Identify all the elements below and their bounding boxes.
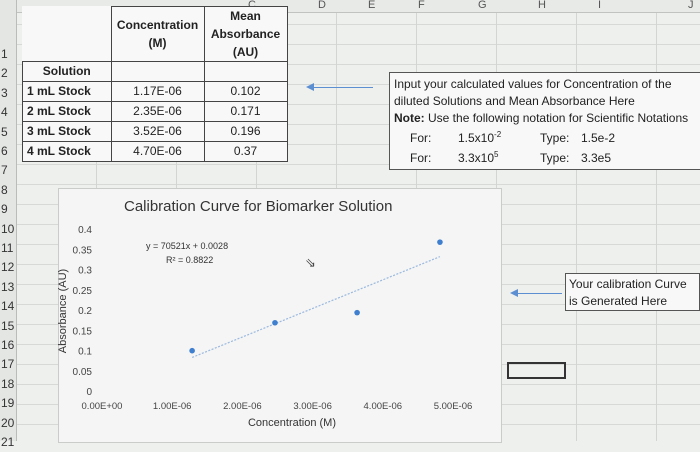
- row-number[interactable]: 10: [1, 221, 15, 236]
- concentration-cell[interactable]: 1.17E-06: [110, 81, 205, 102]
- instruction-line-2: diluted Solutions and Mean Absorbance He…: [394, 94, 635, 108]
- solution-cell[interactable]: 2 mL Stock: [22, 101, 112, 122]
- for-label-2: For:: [410, 151, 432, 165]
- chart-title[interactable]: Calibration Curve for Biomarker Solution: [124, 198, 393, 215]
- row-header-bar[interactable]: [0, 0, 17, 441]
- header-absorbance[interactable]: Mean Absorbance (AU): [203, 6, 288, 62]
- column-header[interactable]: F: [418, 0, 425, 11]
- row-number[interactable]: 15: [1, 318, 15, 333]
- absorbance-cell[interactable]: 0.37: [203, 141, 288, 162]
- data-table: Concentration (M) Mean Absorbance (AU) S…: [22, 6, 288, 162]
- arrow-line: [517, 293, 562, 294]
- solution-cell[interactable]: 1 mL Stock: [22, 81, 112, 102]
- column-header[interactable]: E: [368, 0, 376, 11]
- instructions-box[interactable]: Input your calculated values for Concent…: [389, 72, 700, 170]
- column-header[interactable]: G: [478, 0, 487, 11]
- for-label-1: For:: [410, 131, 432, 145]
- selected-cell[interactable]: [507, 362, 566, 379]
- arrow-line: [313, 87, 373, 88]
- example-2-type: 3.3e5: [581, 151, 612, 165]
- example-2-notation: 3.3x105: [458, 150, 499, 165]
- row-number[interactable]: 1: [1, 47, 8, 61]
- row-number[interactable]: 5: [1, 124, 8, 139]
- header-concentration[interactable]: Concentration (M): [110, 6, 205, 62]
- note-label: Note:: [394, 111, 425, 125]
- row-number[interactable]: 21: [1, 435, 15, 449]
- solution-cell[interactable]: 3 mL Stock: [22, 121, 112, 142]
- header-cell-gap: [110, 61, 205, 82]
- arrow-left-icon: [306, 83, 314, 91]
- table-row: 2 mL Stock 2.35E-06 0.171: [22, 101, 288, 122]
- table-row: 3 mL Stock 3.52E-06 0.196: [22, 121, 288, 142]
- column-header[interactable]: C: [248, 0, 256, 11]
- column-header[interactable]: J: [688, 0, 694, 11]
- row-number[interactable]: 11: [1, 241, 14, 255]
- row-number[interactable]: 6: [1, 144, 8, 158]
- table-label-row: Solution: [22, 61, 288, 82]
- row-number[interactable]: 20: [1, 415, 15, 430]
- example-1-notation: 1.5x10-2: [458, 130, 502, 145]
- row-number[interactable]: 17: [1, 357, 15, 372]
- concentration-cell[interactable]: 3.52E-06: [110, 121, 205, 142]
- solution-cell[interactable]: 4 mL Stock: [22, 141, 112, 162]
- row-number[interactable]: 3: [1, 85, 8, 100]
- row-number[interactable]: 14: [1, 299, 15, 314]
- table-row: 4 mL Stock 4.70E-06 0.37: [22, 141, 288, 162]
- header-cell-gap: [203, 61, 288, 82]
- row-number[interactable]: 16: [1, 338, 15, 352]
- row-number[interactable]: 4: [1, 105, 8, 120]
- concentration-cell[interactable]: 4.70E-06: [110, 141, 205, 162]
- instruction-line-1: Input your calculated values for Concent…: [394, 77, 672, 91]
- row-number[interactable]: 9: [1, 202, 8, 217]
- header-blank: [23, 7, 112, 62]
- absorbance-cell[interactable]: 0.171: [203, 101, 288, 122]
- row-number[interactable]: 8: [1, 182, 8, 197]
- row-number[interactable]: 18: [1, 376, 15, 391]
- column-header[interactable]: H: [538, 0, 546, 11]
- type-label-1: Type:: [540, 131, 570, 145]
- row-number[interactable]: 13: [1, 279, 15, 294]
- mouse-cursor-icon: ⇘: [305, 255, 316, 270]
- instruction-note: Note: Use the following notation for Sci…: [394, 111, 688, 125]
- example-1-type: 1.5e-2: [581, 131, 616, 145]
- table-header-row: Concentration (M) Mean Absorbance (AU): [23, 6, 288, 62]
- header-solution[interactable]: Solution: [22, 61, 112, 82]
- arrow-left-icon: [510, 289, 518, 297]
- row-number[interactable]: 7: [1, 163, 8, 178]
- absorbance-cell[interactable]: 0.196: [203, 121, 288, 142]
- absorbance-cell[interactable]: 0.102: [203, 81, 288, 102]
- row-number[interactable]: 2: [1, 66, 8, 81]
- chart-area[interactable]: [58, 188, 502, 443]
- calibration-note-box[interactable]: Your calibration Curve is Generated Here: [565, 273, 700, 311]
- column-header[interactable]: I: [598, 0, 602, 11]
- column-header[interactable]: D: [318, 0, 326, 11]
- concentration-cell[interactable]: 2.35E-06: [110, 101, 205, 122]
- row-number[interactable]: 12: [1, 260, 15, 275]
- type-label-2: Type:: [540, 151, 570, 165]
- row-number[interactable]: 19: [1, 396, 15, 411]
- note-text: Use the following notation for Scientifi…: [424, 111, 689, 125]
- table-row: 1 mL Stock 1.17E-06 0.102: [22, 81, 288, 102]
